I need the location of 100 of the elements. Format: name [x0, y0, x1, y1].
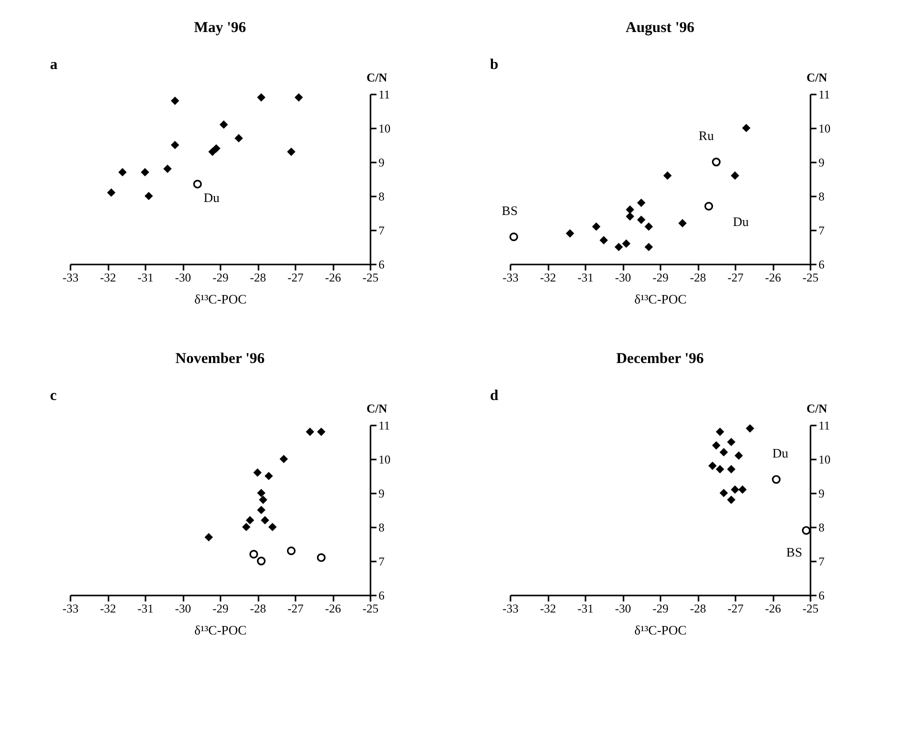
point [256, 556, 266, 566]
text: b [490, 57, 498, 73]
point [734, 451, 743, 460]
point [118, 168, 127, 176]
text: d [490, 388, 499, 404]
y-tick-label: 11 [818, 88, 830, 102]
chart-title: August '96 [626, 20, 695, 36]
point [712, 158, 721, 166]
point [286, 546, 296, 556]
annotation: Du [204, 190, 220, 206]
x-tick-label: -29 [652, 602, 668, 616]
y-tick-label: 8 [378, 520, 384, 534]
point [306, 428, 314, 436]
x-tick-label: -29 [652, 270, 668, 284]
text: c [50, 388, 57, 404]
chart-title: May '96 [194, 20, 247, 36]
chart-title: December '96 [616, 351, 704, 367]
point [720, 488, 728, 498]
annotation: BS [502, 202, 518, 218]
point [746, 424, 754, 433]
point [566, 229, 574, 238]
point [170, 96, 180, 105]
point [716, 465, 724, 474]
point [738, 485, 747, 494]
x-tick-label: -29 [212, 270, 228, 284]
point [264, 472, 273, 480]
point [720, 448, 728, 456]
point [600, 236, 608, 244]
x-tick-label: -31 [138, 270, 154, 284]
x-tick-label: -26 [325, 270, 341, 284]
y-tick-label: 10 [378, 122, 390, 136]
x-tick-label: -32 [540, 602, 556, 616]
point [317, 428, 326, 436]
point [193, 180, 202, 188]
point [220, 120, 228, 129]
x-tick-label: -28 [690, 270, 706, 284]
point [730, 485, 740, 494]
y-tick-label: 11 [818, 418, 830, 432]
point [280, 454, 288, 464]
point [287, 148, 296, 156]
point [622, 239, 630, 248]
point [163, 164, 172, 173]
point [727, 496, 736, 504]
point [144, 192, 153, 200]
y-tick-label: 7 [378, 224, 384, 238]
x-tick-label: -31 [578, 602, 594, 616]
y-tick-label: 9 [378, 486, 384, 500]
point [678, 219, 687, 228]
y-axis-title: C/N [806, 70, 828, 84]
point [260, 516, 270, 524]
x-tick-label: -25 [362, 602, 378, 616]
y-tick-label: 11 [378, 88, 390, 102]
x-axis-title: δ¹³C-POC [634, 292, 687, 306]
point [742, 124, 750, 132]
point [268, 522, 277, 532]
point [708, 462, 717, 470]
point [644, 222, 653, 231]
point [637, 216, 646, 224]
point [663, 171, 672, 180]
point [258, 496, 268, 504]
point [242, 522, 250, 532]
y-tick-label: 10 [818, 122, 830, 136]
x-tick-label: -32 [540, 270, 556, 284]
point [626, 212, 634, 221]
y-tick-label: 9 [378, 156, 384, 170]
annotation: Ru [698, 128, 714, 143]
x-tick-label: -29 [212, 602, 228, 616]
x-tick-label: -32 [100, 270, 116, 284]
x-tick-label: -26 [765, 270, 781, 284]
point [727, 438, 736, 446]
y-tick-label: 7 [378, 554, 384, 568]
y-axis-title: C/N [366, 70, 388, 84]
x-axis-title: δ¹³C-POC [634, 622, 687, 638]
y-tick-label: 6 [378, 588, 384, 602]
x-tick-label: -28 [690, 602, 706, 616]
x-tick-label: -30 [175, 270, 191, 284]
x-tick-label: -33 [502, 602, 518, 616]
x-tick-label: -30 [175, 602, 191, 616]
x-tick-label: -31 [578, 270, 594, 284]
x-axis-title: δ¹³C-POC [194, 622, 247, 638]
point [772, 475, 781, 484]
point [316, 553, 326, 562]
y-tick-label: 9 [818, 156, 824, 170]
point [637, 198, 646, 207]
point [716, 428, 724, 436]
y-tick-label: 10 [378, 452, 390, 466]
x-tick-label: -27 [728, 602, 744, 616]
point [107, 188, 116, 197]
point [704, 202, 714, 211]
x-axis-title: δ¹³C-POC [194, 292, 247, 306]
x-tick-label: -32 [100, 602, 116, 616]
x-tick-label: -27 [288, 602, 304, 616]
annotation: Du [772, 445, 789, 460]
y-axis-title: C/N [806, 402, 828, 416]
point [712, 441, 720, 450]
x-tick-label: -25 [802, 602, 818, 616]
x-tick-label: -28 [250, 602, 266, 616]
y-axis-title: C/N [366, 402, 388, 416]
y-tick-label: 10 [818, 452, 830, 466]
x-tick-label: -26 [765, 602, 781, 616]
